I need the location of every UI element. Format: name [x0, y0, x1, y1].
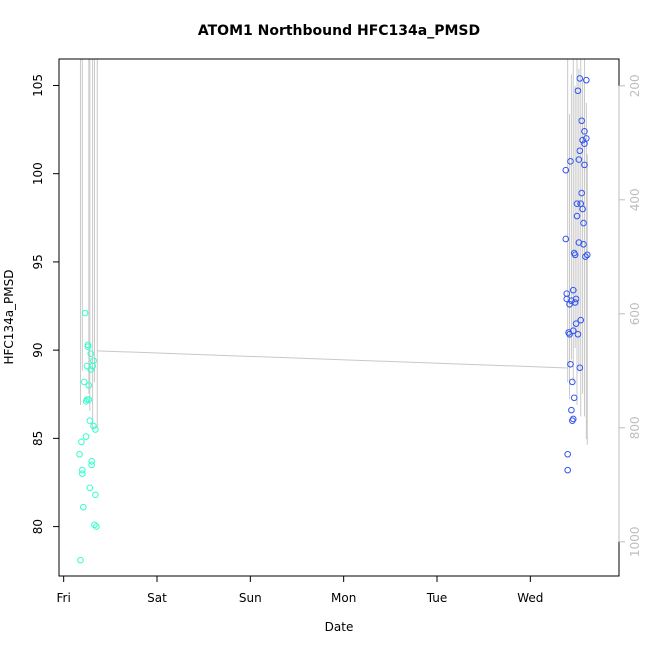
- data-point: [580, 219, 587, 227]
- data-point: [86, 417, 94, 425]
- x-tick-label: Tue: [426, 591, 448, 605]
- data-point: [573, 200, 581, 207]
- x-tick-label: Fri: [57, 591, 71, 605]
- x-tick-label: Sat: [147, 591, 167, 605]
- data-point: [84, 343, 92, 350]
- data-point: [578, 189, 585, 197]
- data-point: [567, 360, 574, 368]
- y-tick-label: 105: [31, 74, 45, 97]
- data-point: [83, 362, 91, 370]
- data-point: [562, 235, 570, 243]
- data-point: [87, 366, 95, 373]
- x-axis-label: Date: [325, 620, 354, 634]
- data-point: [567, 158, 574, 165]
- y2-tick-label: 1000: [628, 527, 642, 558]
- y2-axis: 200 400 600 800 1000: [618, 74, 642, 558]
- y-tick-label: 80: [31, 519, 45, 534]
- data-point: [81, 309, 89, 317]
- x-tick-label: Wed: [517, 591, 543, 605]
- data-point: [79, 470, 86, 477]
- altitude-trace-layer: [79, 59, 588, 445]
- y-axis: 80 85 90 95 100 105: [31, 74, 60, 534]
- data-point: [566, 330, 573, 338]
- data-point: [571, 299, 579, 306]
- data-point: [581, 128, 588, 135]
- data-point: [579, 205, 586, 213]
- data-point: [583, 251, 591, 259]
- data-point: [79, 466, 86, 474]
- data-point: [579, 136, 586, 144]
- data-point: [580, 240, 587, 248]
- plot-frame: [58, 58, 620, 577]
- data-point: [578, 117, 585, 125]
- data-point: [575, 156, 583, 163]
- data-point: [90, 422, 97, 430]
- data-point: [572, 320, 580, 327]
- data-point: [569, 327, 577, 335]
- x-tick-label: Mon: [331, 591, 356, 605]
- y2-tick-label: 800: [628, 416, 642, 439]
- data-point: [564, 450, 571, 458]
- y2-tick-label: 600: [628, 302, 642, 325]
- data-point: [88, 461, 95, 469]
- y2-tick-label: 200: [628, 74, 642, 97]
- data-point: [87, 350, 95, 357]
- data-point: [82, 433, 90, 440]
- data-point: [582, 253, 589, 260]
- data-point: [569, 286, 577, 294]
- data-points-layer: [76, 75, 591, 564]
- data-point: [84, 341, 92, 349]
- data-point: [571, 251, 579, 259]
- y-tick-label: 100: [31, 162, 45, 185]
- data-point: [562, 166, 570, 174]
- data-point: [576, 147, 584, 155]
- y-tick-label: 95: [31, 254, 45, 269]
- data-point: [583, 135, 590, 142]
- data-point: [574, 330, 582, 338]
- y-tick-label: 90: [31, 343, 45, 358]
- altitude-trace-bridge: [97, 350, 568, 369]
- data-point: [88, 458, 95, 465]
- chart-title: ATOM1 Northbound HFC134a_PMSD: [198, 23, 480, 39]
- data-point: [568, 406, 575, 414]
- data-point: [583, 76, 590, 84]
- x-axis: Fri Sat Sun Mon Tue Wed: [57, 575, 543, 605]
- data-point: [570, 394, 578, 402]
- data-point: [564, 466, 571, 474]
- data-point: [90, 357, 97, 365]
- data-point: [576, 75, 584, 82]
- y2-tick-label: 400: [628, 188, 642, 211]
- data-point: [86, 484, 94, 492]
- data-point: [85, 382, 93, 389]
- y-axis-label: HFC134a_PMSD: [2, 269, 16, 364]
- data-point: [563, 290, 571, 297]
- data-point: [566, 300, 573, 308]
- data-point: [85, 396, 93, 403]
- data-point: [569, 378, 576, 386]
- data-point: [91, 521, 98, 529]
- data-point: [92, 426, 99, 433]
- data-point: [577, 316, 585, 324]
- data-point: [573, 212, 581, 220]
- data-point: [569, 415, 577, 423]
- data-point: [92, 491, 99, 499]
- data-point: [576, 364, 584, 372]
- x-tick-label: Sun: [239, 591, 262, 605]
- data-point: [77, 556, 84, 564]
- data-point: [78, 438, 85, 446]
- data-point: [572, 295, 580, 303]
- data-point: [76, 450, 83, 458]
- data-point: [574, 87, 582, 95]
- y-tick-label: 85: [31, 431, 45, 446]
- data-point: [80, 378, 88, 386]
- data-point: [581, 161, 588, 169]
- data-point: [93, 523, 100, 530]
- data-point: [79, 503, 87, 511]
